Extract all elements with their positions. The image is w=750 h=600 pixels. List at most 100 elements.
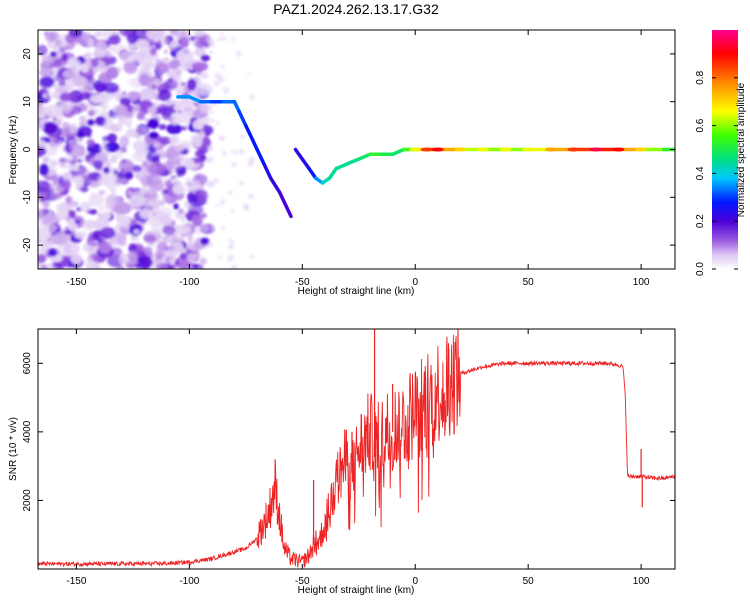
snr-series bbox=[38, 329, 675, 568]
y-tick-label: -20 bbox=[22, 237, 33, 252]
noise-blob bbox=[76, 125, 93, 137]
noise-blob bbox=[206, 180, 213, 188]
noise-blob bbox=[79, 201, 92, 212]
x-tick-label: -50 bbox=[295, 277, 310, 288]
noise-blob bbox=[67, 159, 71, 164]
noise-blob bbox=[166, 123, 182, 135]
noise-blob bbox=[220, 64, 225, 69]
noise-blob bbox=[134, 245, 146, 257]
noise-blob bbox=[228, 244, 234, 250]
noise-blob bbox=[61, 53, 68, 61]
noise-blob bbox=[94, 30, 103, 38]
noise-blob bbox=[175, 165, 187, 175]
noise-blob bbox=[171, 69, 183, 82]
noise-blob bbox=[159, 136, 168, 144]
noise-blob bbox=[239, 181, 244, 186]
noise-blob bbox=[180, 47, 190, 55]
noise-blob bbox=[230, 240, 235, 245]
ridge-peak bbox=[420, 147, 433, 152]
noise-blob bbox=[208, 117, 211, 121]
noise-blob bbox=[173, 203, 180, 210]
noise-blob bbox=[216, 121, 220, 126]
noise-blob bbox=[38, 180, 51, 193]
noise-blob bbox=[95, 83, 107, 93]
ridge-core bbox=[357, 152, 372, 161]
noise-blob bbox=[205, 158, 211, 163]
noise-blob bbox=[193, 263, 204, 269]
noise-blob bbox=[90, 58, 99, 68]
y-tick-label: 20 bbox=[22, 48, 33, 60]
noise-blob bbox=[107, 35, 121, 45]
noise-blob bbox=[100, 227, 116, 239]
noise-blob bbox=[133, 109, 139, 115]
noise-blob bbox=[52, 42, 65, 53]
noise-blob bbox=[249, 254, 254, 259]
noise-blob bbox=[58, 157, 67, 164]
noise-blob bbox=[151, 215, 160, 223]
y-tick-label: 2000 bbox=[22, 489, 33, 512]
noise-blob bbox=[38, 228, 51, 241]
noise-blob bbox=[148, 131, 159, 139]
noise-blob bbox=[138, 73, 151, 87]
noise-blob bbox=[145, 30, 165, 41]
noise-blob bbox=[135, 127, 145, 133]
x-tick-label: -100 bbox=[179, 277, 199, 288]
noise-blob bbox=[110, 188, 117, 195]
colorbar-tick-label: 0.2 bbox=[695, 214, 706, 228]
noise-blob bbox=[42, 156, 50, 164]
noise-blob bbox=[84, 40, 89, 45]
noise-blob bbox=[89, 241, 95, 246]
noise-blob bbox=[220, 225, 225, 231]
ridge-core bbox=[244, 123, 255, 142]
noise-blob bbox=[235, 50, 242, 57]
noise-blob bbox=[199, 257, 207, 265]
noise-blob bbox=[175, 86, 186, 95]
noise-blob bbox=[192, 135, 203, 148]
noise-blob bbox=[158, 124, 167, 130]
noise-blob bbox=[122, 254, 130, 260]
x-tick-label: 0 bbox=[412, 576, 418, 587]
noise-blob bbox=[231, 264, 238, 269]
noise-blob bbox=[42, 93, 47, 99]
noise-blob bbox=[71, 164, 79, 172]
noise-blob bbox=[194, 30, 205, 37]
noise-blob bbox=[193, 157, 201, 164]
noise-blob bbox=[60, 179, 72, 191]
noise-blob bbox=[169, 135, 180, 144]
noise-blob bbox=[209, 39, 215, 44]
x-tick-label: 100 bbox=[633, 277, 650, 288]
ridge-core bbox=[345, 157, 361, 166]
noise-blob bbox=[180, 126, 188, 131]
x-tick-label: -100 bbox=[179, 576, 199, 587]
noise-blob bbox=[62, 227, 68, 232]
noise-blob bbox=[194, 47, 206, 57]
snr-line bbox=[38, 329, 675, 568]
noise-blob bbox=[228, 190, 233, 195]
noise-blob bbox=[185, 143, 190, 149]
noise-blob bbox=[38, 246, 47, 257]
noise-blob bbox=[104, 142, 120, 153]
noise-blob bbox=[170, 179, 177, 184]
noise-blob bbox=[136, 113, 146, 120]
noise-blob bbox=[43, 201, 50, 208]
noise-blob bbox=[65, 196, 73, 204]
noise-blob bbox=[121, 117, 133, 126]
noise-blob bbox=[78, 115, 88, 122]
noise-blob bbox=[185, 181, 194, 187]
noise-blob bbox=[135, 39, 150, 51]
ridge-peak bbox=[477, 147, 489, 152]
x-tick-label: 100 bbox=[633, 576, 650, 587]
noise-blob bbox=[159, 199, 166, 206]
noise-blob bbox=[103, 166, 110, 174]
ridge-core bbox=[300, 157, 311, 171]
noise-blob bbox=[150, 221, 164, 234]
noise-blob bbox=[160, 214, 173, 227]
noise-blob bbox=[169, 258, 176, 266]
noise-blob bbox=[93, 218, 110, 230]
noise-blob bbox=[44, 92, 54, 100]
noise-blob bbox=[121, 159, 127, 164]
noise-blob bbox=[117, 215, 132, 226]
noise-blob bbox=[243, 203, 250, 210]
noise-blob bbox=[149, 47, 157, 56]
noise-blob bbox=[41, 55, 55, 66]
